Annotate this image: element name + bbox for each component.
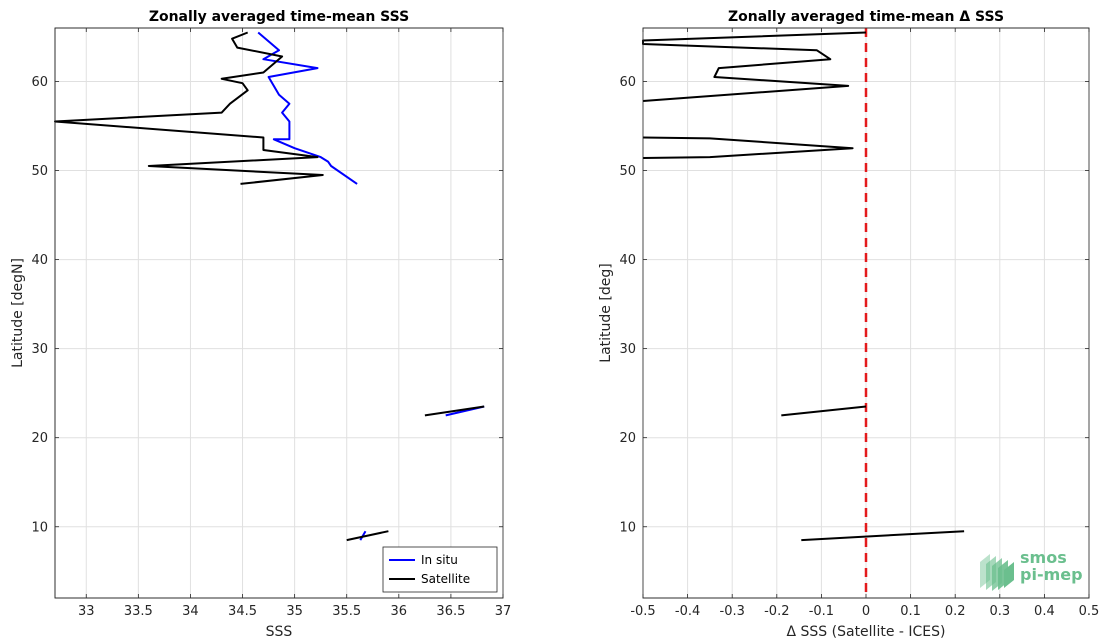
logo-text: smos pi-mep bbox=[1020, 549, 1083, 583]
x-tick-label: 35 bbox=[286, 604, 303, 619]
legend-box bbox=[382, 546, 498, 593]
y-tick-label: 40 bbox=[619, 253, 636, 268]
x-tick-label: -0.5 bbox=[630, 604, 655, 619]
plot-frame bbox=[642, 27, 1090, 599]
series-line-satellite bbox=[54, 31, 324, 185]
y-tick-label: 50 bbox=[619, 164, 636, 179]
legend: In situ Satellite bbox=[382, 546, 498, 593]
series-line-delta bbox=[781, 405, 867, 417]
chart-title: Zonally averaged time-mean SSS bbox=[149, 9, 409, 25]
x-axis-label: SSS bbox=[266, 624, 293, 640]
x-tick-label: 0.1 bbox=[900, 604, 921, 619]
left-plot: 33 33.5 34 34.5 35 35.5 36 36.5 37 10 20 30 40 50 60 Zo… bbox=[10, 9, 511, 640]
logo-line-2: pi-mep bbox=[1020, 565, 1083, 584]
x-tick-label: -0.1 bbox=[809, 604, 834, 619]
series-line-satellite bbox=[424, 405, 485, 417]
x-axis-label: Δ SSS (Satellite - ICES) bbox=[787, 624, 946, 640]
series-line-delta bbox=[642, 136, 854, 159]
legend-label: In situ bbox=[421, 553, 458, 567]
plot-area bbox=[54, 27, 504, 599]
x-tick-label: 0.4 bbox=[1034, 604, 1055, 619]
chart-title: Zonally averaged time-mean Δ SSS bbox=[728, 9, 1004, 25]
y-tick-label: 10 bbox=[619, 520, 636, 535]
legend-label: Satellite bbox=[421, 572, 470, 586]
y-tick-label: 30 bbox=[31, 342, 48, 357]
smos-pi-mep-logo-icon bbox=[980, 554, 1014, 591]
logo-line-1: smos bbox=[1020, 548, 1067, 567]
x-tick-label: -0.2 bbox=[764, 604, 789, 619]
x-tick-label: -0.4 bbox=[675, 604, 700, 619]
right-plot: -0.5 -0.4 -0.3 -0.2 -0.1 0 0.1 0.2 0.3 0.4 0.5 10 20… bbox=[598, 9, 1099, 640]
y-tick-label: 60 bbox=[619, 75, 636, 90]
y-tick-label: 60 bbox=[31, 75, 48, 90]
x-tick-label: 36.5 bbox=[436, 604, 465, 619]
y-tick-label: 40 bbox=[31, 253, 48, 268]
series-line-delta bbox=[801, 530, 965, 542]
series-line-in-situ bbox=[257, 31, 358, 185]
y-tick-label: 10 bbox=[31, 520, 48, 535]
x-tick-label: 35.5 bbox=[332, 604, 361, 619]
y-tick-label: 50 bbox=[31, 164, 48, 179]
x-tick-label: 0.2 bbox=[945, 604, 966, 619]
x-tick-label: 0.5 bbox=[1079, 604, 1100, 619]
plot-frame bbox=[54, 27, 504, 599]
x-tick-label: 34 bbox=[182, 604, 199, 619]
x-tick-label: 36 bbox=[391, 604, 408, 619]
y-tick-label: 20 bbox=[619, 431, 636, 446]
x-tick-label: 37 bbox=[495, 604, 512, 619]
x-tick-label: 33.5 bbox=[124, 604, 153, 619]
y-tick-label: 30 bbox=[619, 342, 636, 357]
series-line-satellite bbox=[346, 530, 389, 542]
y-axis-label: Latitude [degN] bbox=[10, 258, 26, 368]
y-tick-label: 20 bbox=[31, 431, 48, 446]
x-tick-label: 0 bbox=[862, 604, 870, 619]
x-tick-label: 34.5 bbox=[228, 604, 257, 619]
x-tick-label: -0.3 bbox=[720, 604, 745, 619]
x-tick-label: 33 bbox=[78, 604, 95, 619]
x-tick-label: 0.3 bbox=[989, 604, 1010, 619]
y-axis-label: Latitude [deg] bbox=[598, 263, 614, 362]
